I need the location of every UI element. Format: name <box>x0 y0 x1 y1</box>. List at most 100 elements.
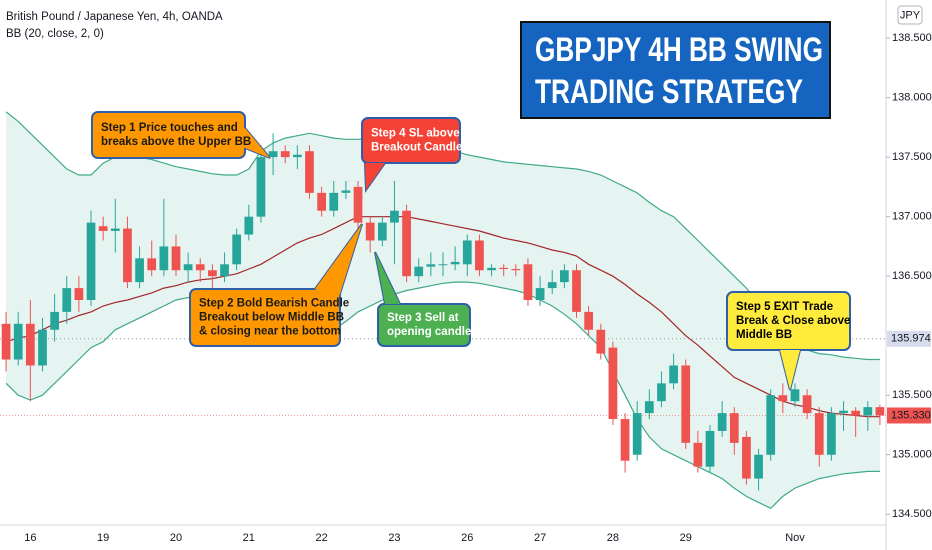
candle-body <box>268 151 278 158</box>
candle-body <box>159 246 169 271</box>
candle-body <box>377 222 387 241</box>
candle-body <box>414 266 424 277</box>
y-tick-label: 135.000 <box>892 449 932 461</box>
candle-body <box>450 261 460 265</box>
candle-body <box>317 192 326 211</box>
candle-body <box>50 311 59 330</box>
symbol-label: British Pound / Japanese Yen, 4h, OANDA <box>6 11 223 23</box>
title: TRADING STRATEGY <box>535 73 803 111</box>
title-box <box>520 21 831 119</box>
candle-body <box>25 323 35 366</box>
candle-body <box>329 192 339 211</box>
x-tick-label: 22 <box>316 532 328 544</box>
y-tick-label: 137.500 <box>892 151 932 163</box>
callout-pointer-cover <box>365 163 385 190</box>
candle-body <box>851 410 861 416</box>
candle-body <box>717 413 727 431</box>
candle-body <box>38 329 47 366</box>
x-tick-label: 28 <box>607 532 619 544</box>
candle-body <box>195 264 205 271</box>
callout-text: Break & Close above <box>736 315 850 327</box>
candle-body <box>402 210 411 277</box>
candle-body <box>280 151 290 158</box>
candle-body <box>475 240 484 271</box>
callout-pointer-cover <box>375 252 400 304</box>
price-label-box <box>887 330 931 347</box>
callout-text: Step 1 Price touches and <box>101 122 238 134</box>
candle-body <box>390 210 399 223</box>
candle-body <box>523 264 533 300</box>
candle-body <box>547 282 557 289</box>
candle-body <box>220 264 229 277</box>
callout-text: Step 3 Sell at <box>387 312 459 324</box>
candle-body <box>742 436 751 479</box>
candle-body <box>487 267 496 271</box>
callout: Step 1 Price touches and breaks above the… <box>91 111 271 159</box>
y-tick-label: 137.000 <box>892 211 932 223</box>
candle-body <box>681 365 691 443</box>
candle-body <box>98 226 108 231</box>
candle-body <box>183 264 193 271</box>
candle-body <box>365 222 375 241</box>
callout-box <box>361 117 461 164</box>
price-label: 135.974 <box>891 333 931 345</box>
callout: Step 2 Bold Bearish Candle Breakout below… <box>189 223 363 347</box>
x-tick-label: 16 <box>24 532 36 544</box>
candle-body <box>171 246 181 271</box>
candle-body <box>875 407 885 416</box>
currency-label[interactable]: JPY <box>900 9 921 21</box>
callout-text: Breakout below Middle BB <box>199 312 344 324</box>
callout-text: Step 2 Bold Bearish Candle <box>199 298 349 310</box>
candle-body <box>754 454 763 479</box>
callout-text: Middle BB <box>736 329 792 341</box>
y-tick-label: 134.500 <box>892 508 932 520</box>
candle-body <box>596 329 606 354</box>
candle-body <box>669 365 678 384</box>
candle-body <box>462 240 472 265</box>
candle-body <box>353 186 363 223</box>
candle-body <box>208 270 217 277</box>
y-tick-label: 135.500 <box>892 389 932 401</box>
candle-body <box>644 401 654 414</box>
x-tick-label: 29 <box>680 532 692 544</box>
candle-body <box>438 264 448 266</box>
candle-body <box>572 270 581 312</box>
candle-body <box>499 267 509 270</box>
x-tick-label: Nov <box>785 532 805 544</box>
candle-body <box>74 288 84 300</box>
candle-body <box>305 151 314 193</box>
callout-text: & closing near the bottom <box>199 326 341 338</box>
candle-body <box>244 216 254 235</box>
y-tick-label: 138.500 <box>892 32 932 44</box>
price-label-box <box>887 407 931 424</box>
candle-body <box>1 323 11 360</box>
callout-text: Step 5 EXIT Trade <box>736 301 833 313</box>
currency-box[interactable] <box>897 5 923 25</box>
candle-body <box>86 222 96 300</box>
candle-body <box>256 157 266 217</box>
candle-body <box>292 154 302 158</box>
candle-body <box>827 413 836 455</box>
candle-body <box>232 234 242 265</box>
x-tick-label: 23 <box>388 532 400 544</box>
y-tick-label: 138.000 <box>892 92 932 104</box>
callout-text: breaks above the Upper BB <box>101 136 251 148</box>
candle-body <box>705 430 715 467</box>
indicator-label: BB (20, close, 2, 0) <box>6 28 104 40</box>
price-label: 135.330 <box>891 409 931 421</box>
callout-pointer-cover <box>780 350 800 390</box>
candle-body <box>839 410 848 414</box>
callout-pointer-cover <box>315 224 362 300</box>
callout-box <box>189 288 341 347</box>
x-tick-label: 26 <box>461 532 473 544</box>
plot-area <box>0 111 886 510</box>
callout: Step 4 SL above Breakout Candle <box>361 117 462 194</box>
x-tick-label: 20 <box>170 532 182 544</box>
candle-body <box>535 288 545 300</box>
callout-box <box>91 111 246 159</box>
candle-body <box>632 413 642 455</box>
x-tick-label: 21 <box>243 532 255 544</box>
callout-pointer-cover <box>225 128 270 158</box>
candle-body <box>62 288 72 312</box>
